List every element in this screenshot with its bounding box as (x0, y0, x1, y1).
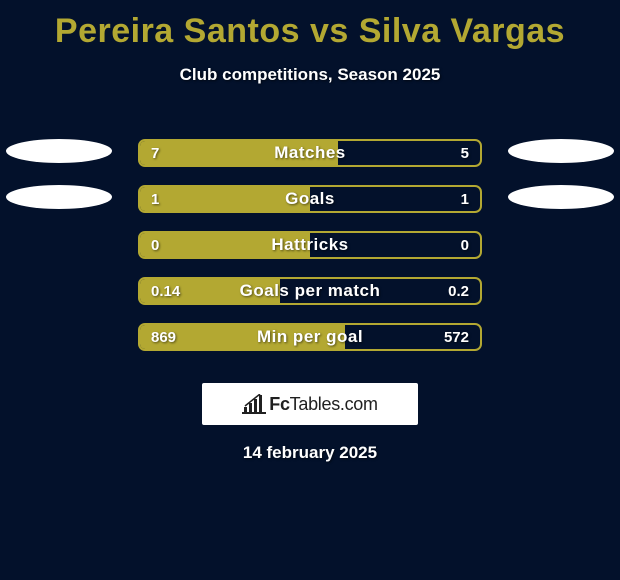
stat-bar: 11Goals (138, 185, 482, 213)
stat-row: 869572Min per goal (0, 315, 620, 361)
logo-main: Tables (290, 394, 340, 414)
logo-prefix: Fc (269, 394, 289, 414)
stat-label: Hattricks (140, 233, 480, 257)
stat-label: Goals (140, 187, 480, 211)
page: Pereira Santos vs Silva Vargas Club comp… (0, 12, 620, 580)
stat-label: Goals per match (140, 279, 480, 303)
stat-row: 75Matches (0, 131, 620, 177)
team-badge-right (508, 139, 614, 163)
stat-label: Matches (140, 141, 480, 165)
team-badge-left (6, 139, 112, 163)
team-badge-right (508, 185, 614, 209)
stat-row: 11Goals (0, 177, 620, 223)
stat-bar: 00Hattricks (138, 231, 482, 259)
logo-box: FcTables.com (202, 383, 418, 425)
page-subtitle: Club competitions, Season 2025 (0, 65, 620, 85)
footer-date: 14 february 2025 (0, 443, 620, 463)
page-title: Pereira Santos vs Silva Vargas (0, 12, 620, 51)
logo-text: FcTables.com (269, 394, 377, 415)
chart-icon (242, 394, 266, 414)
stats-block: 75Matches 11Goals 00Hattricks 0.140.2Goals … (0, 131, 620, 361)
stat-row: 00Hattricks (0, 223, 620, 269)
stat-bar: 0.140.2Goals per match (138, 277, 482, 305)
stat-bar: 75Matches (138, 139, 482, 167)
logo-suffix: .com (340, 394, 378, 414)
stat-row: 0.140.2Goals per match (0, 269, 620, 315)
stat-label: Min per goal (140, 325, 480, 349)
team-badge-left (6, 185, 112, 209)
stat-bar: 869572Min per goal (138, 323, 482, 351)
